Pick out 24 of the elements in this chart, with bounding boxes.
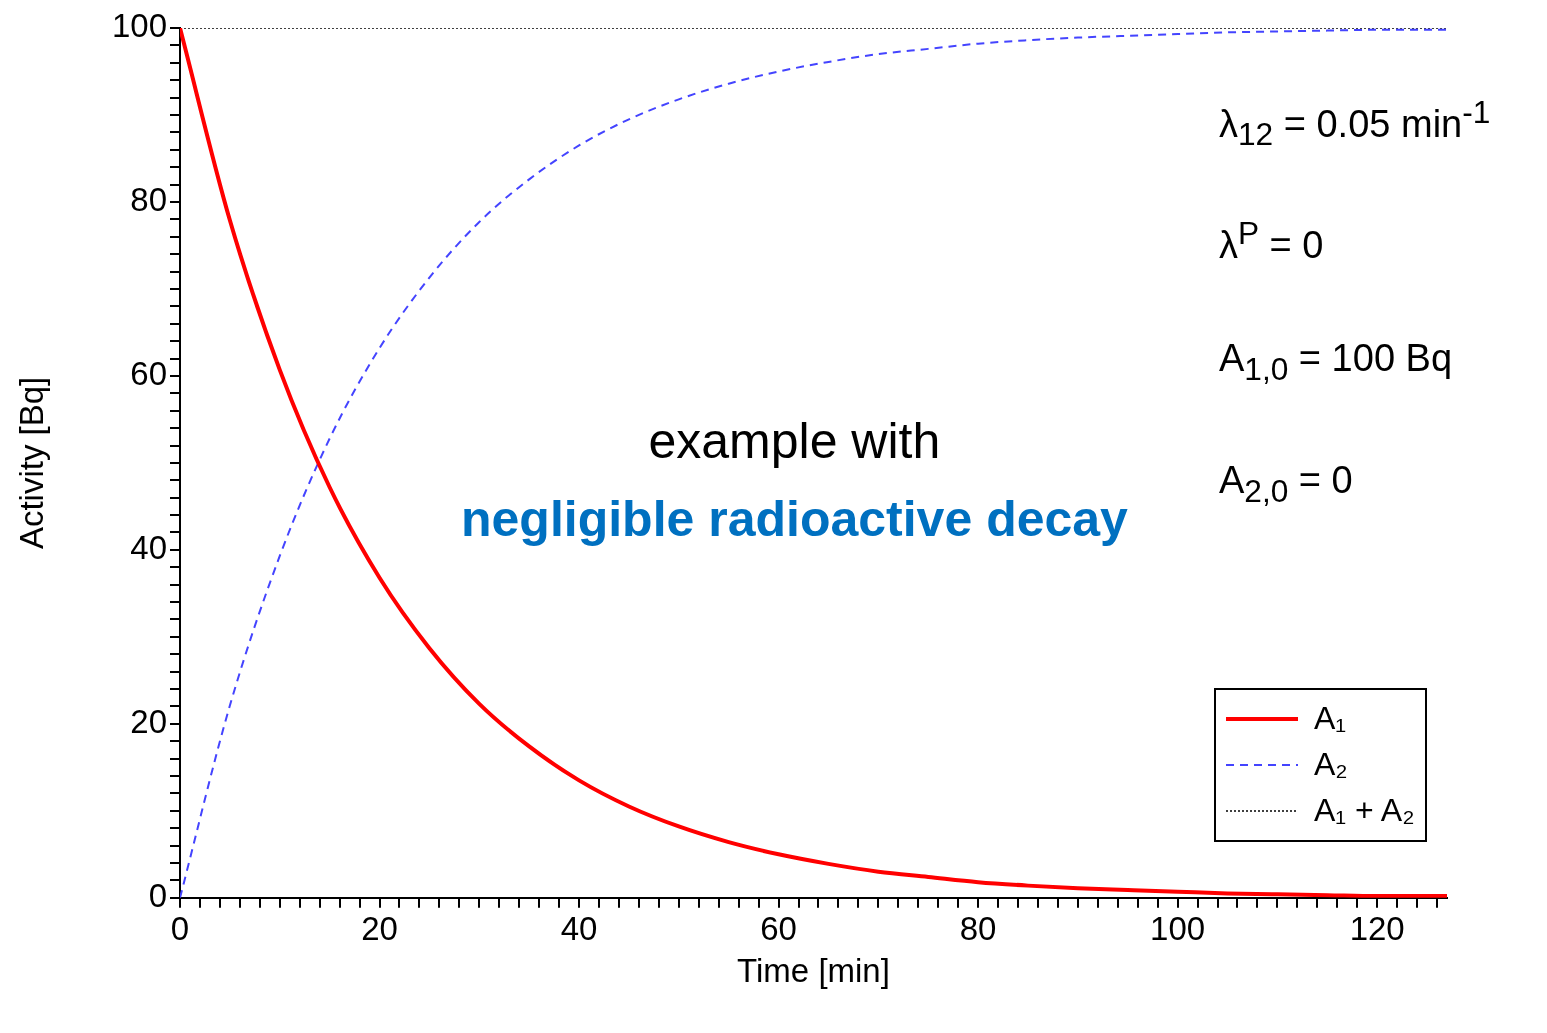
y-tick-label: 0 [148, 876, 167, 914]
annotation: λ$^{P}$ = 0 [1218, 215, 1324, 267]
annotation: example with [648, 412, 941, 471]
y-tick-label: 20 [130, 702, 167, 740]
x-tick-label: 80 [959, 909, 997, 947]
y-tick-label: 100 [111, 7, 167, 45]
legend-label: A₁ [1314, 700, 1347, 738]
legend-label: A₁ + A₂ [1314, 792, 1415, 830]
x-tick-label: 100 [1150, 909, 1206, 947]
x-tick-label: 20 [361, 909, 398, 947]
x-tick-label: 40 [560, 909, 598, 947]
x-tick-label: 120 [1349, 909, 1405, 947]
x-tick-label: 0 [170, 909, 190, 947]
annotation: negligible radioactive decay [460, 490, 1128, 549]
y-tick-label: 60 [130, 355, 167, 393]
y-tick-label: 80 [130, 181, 167, 219]
annotation: λ$_{12}$ = 0.05 min$^{-1}$ [1218, 94, 1491, 154]
x-axis-title: Time [min] [737, 952, 890, 990]
legend-label: A₂ [1314, 746, 1348, 784]
annotation: A$_{1,0}$ = 100 Bq [1218, 337, 1453, 388]
y-axis-title: Activity [Bq] [12, 376, 50, 550]
y-tick-label: 40 [130, 528, 167, 566]
x-tick-label: 60 [760, 909, 797, 947]
annotation: A$_{2,0}$ = 0 [1218, 459, 1353, 510]
